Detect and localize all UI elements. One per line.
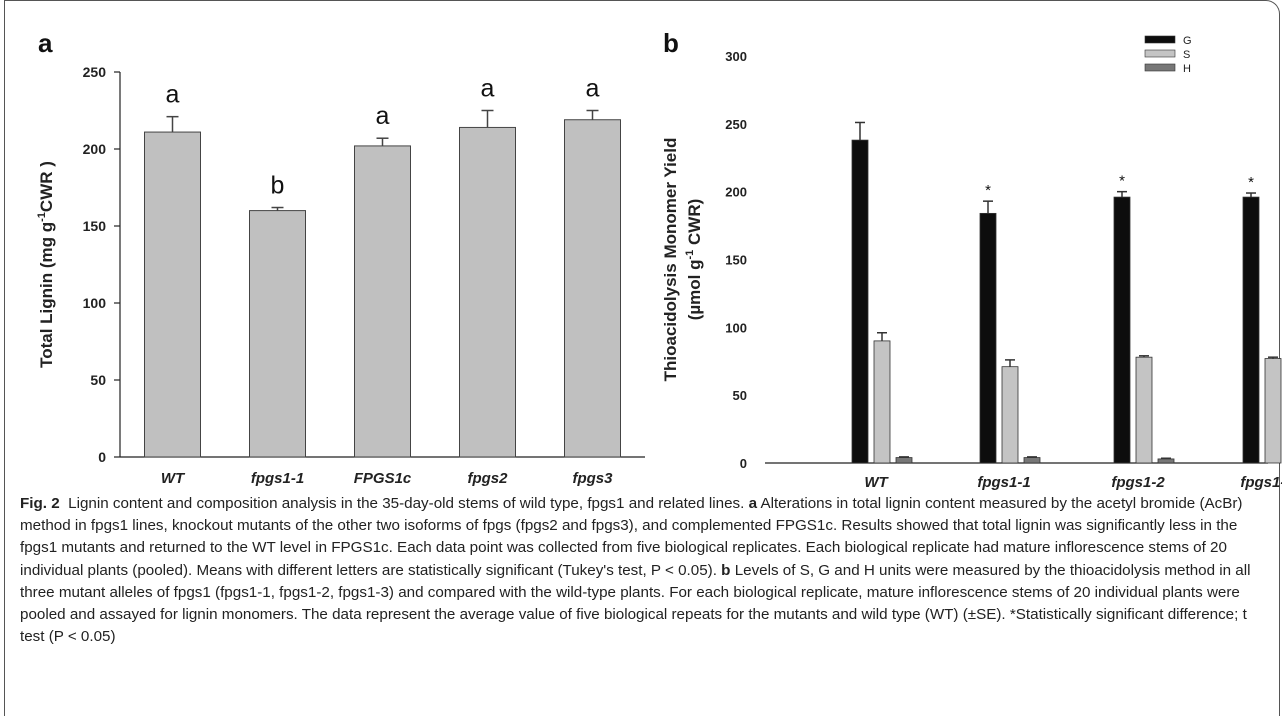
b-bar-S-WT xyxy=(873,340,891,464)
b-x-tick-label: fpgs1-3 xyxy=(1240,474,1282,490)
caption-panel-b-label: b xyxy=(721,561,731,579)
b-star-fpgs1-3: * xyxy=(1248,174,1254,191)
caption-panel-b-text: Levels of S, G and H units were measured… xyxy=(20,561,1251,646)
b-legend-label-G: G xyxy=(1183,35,1192,47)
a-letter-WT: a xyxy=(166,81,180,109)
b-bar-S-fpgs1-2 xyxy=(1135,356,1153,464)
figure-frame-left xyxy=(4,0,5,716)
b-y-tick-label: 200 xyxy=(725,185,747,200)
a-bar-WT xyxy=(144,131,201,458)
caption-title: Lignin content and composition analysis … xyxy=(68,495,745,512)
a-x-tick-label: fpgs1-1 xyxy=(251,470,304,487)
panel-b-label: b xyxy=(663,28,679,58)
caption-panel-a-label: a xyxy=(748,495,758,512)
a-bar-FPGS1c xyxy=(354,145,411,458)
b-y-tick-label: 50 xyxy=(733,388,747,403)
b-y-axis-label-line1: Thioacidolysis Monomer Yield xyxy=(661,138,680,382)
b-legend-swatch-H xyxy=(1144,63,1176,72)
a-x-tick-label: FPGS1c xyxy=(354,470,412,487)
chart-a: 0 50 100 150 200 250 Total Lignin (mg g-1CWR )… xyxy=(36,64,645,487)
a-y-tick-label: 50 xyxy=(90,372,106,388)
a-y-tick-label: 200 xyxy=(83,141,107,157)
b-x-tick-label: fpgs1-1 xyxy=(977,474,1030,490)
b-legend-label-S: S xyxy=(1183,49,1190,61)
b-legend-swatch-G xyxy=(1144,35,1176,44)
a-x-tick-label: fpgs3 xyxy=(572,470,613,487)
a-y-tick-label: 100 xyxy=(83,295,107,311)
a-x-tick-label: fpgs2 xyxy=(467,470,508,487)
b-star-fpgs1-2: * xyxy=(1119,173,1125,190)
b-x-tick-label: WT xyxy=(864,474,889,490)
b-y-tick-label: 100 xyxy=(725,320,747,335)
a-bar-fpgs1-1 xyxy=(249,210,306,458)
a-y-axis-label: Total Lignin (mg g-1CWR ) xyxy=(36,161,56,368)
a-letter-fpgs2: a xyxy=(481,75,495,103)
figure-charts: a b 0 50 100 150 200 250 Total Lignin (mg g-1C… xyxy=(36,28,1282,490)
b-bar-S-fpgs1-3 xyxy=(1264,358,1282,464)
b-bar-H-WT xyxy=(895,457,913,464)
b-bar-S-fpgs1-1 xyxy=(1001,366,1019,464)
chart-b: 0 50 100 150 200 250 300 Thioacidolysis Monomer… xyxy=(661,35,1282,490)
b-y-tick-label: 0 xyxy=(740,456,747,471)
b-legend-label-H: H xyxy=(1183,63,1191,75)
b-x-tick-label: fpgs1-2 xyxy=(1111,474,1165,490)
a-bar-fpgs2 xyxy=(459,126,516,458)
b-y-tick-label: 300 xyxy=(725,49,747,64)
caption-panel-a-text: Alterations in total lignin content meas… xyxy=(20,495,1243,579)
a-bar-fpgs3 xyxy=(564,119,621,458)
a-letter-FPGS1c: a xyxy=(376,102,390,130)
b-bar-H-fpgs1-1 xyxy=(1023,457,1041,464)
a-x-tick-label: WT xyxy=(161,470,186,487)
a-y-tick-label: 0 xyxy=(98,449,106,465)
caption-fig-label: Fig. 2 xyxy=(20,495,60,512)
figure-caption: Fig. 2 Lignin content and composition an… xyxy=(20,493,1270,648)
b-y-tick-label: 250 xyxy=(725,117,747,132)
b-bar-G-fpgs1-1 xyxy=(979,212,997,464)
a-y-tick-label: 250 xyxy=(83,64,107,80)
b-bar-G-fpgs1-3 xyxy=(1242,196,1260,464)
a-letter-fpgs3: a xyxy=(586,75,600,103)
a-y-tick-label: 150 xyxy=(83,218,107,234)
figure-frame xyxy=(4,0,1280,716)
b-y-tick-label: 150 xyxy=(725,253,747,268)
b-bar-G-WT xyxy=(851,139,869,464)
a-letter-fpgs1-1: b xyxy=(271,172,285,200)
panel-a-label: a xyxy=(38,28,53,58)
b-bar-H-fpgs1-2 xyxy=(1157,458,1175,464)
b-star-fpgs1-1: * xyxy=(985,182,991,199)
b-y-axis-label-line2: (µmol g-1 CWR) xyxy=(684,199,704,321)
b-legend-swatch-S xyxy=(1144,49,1176,58)
b-bar-G-fpgs1-2 xyxy=(1113,196,1131,464)
